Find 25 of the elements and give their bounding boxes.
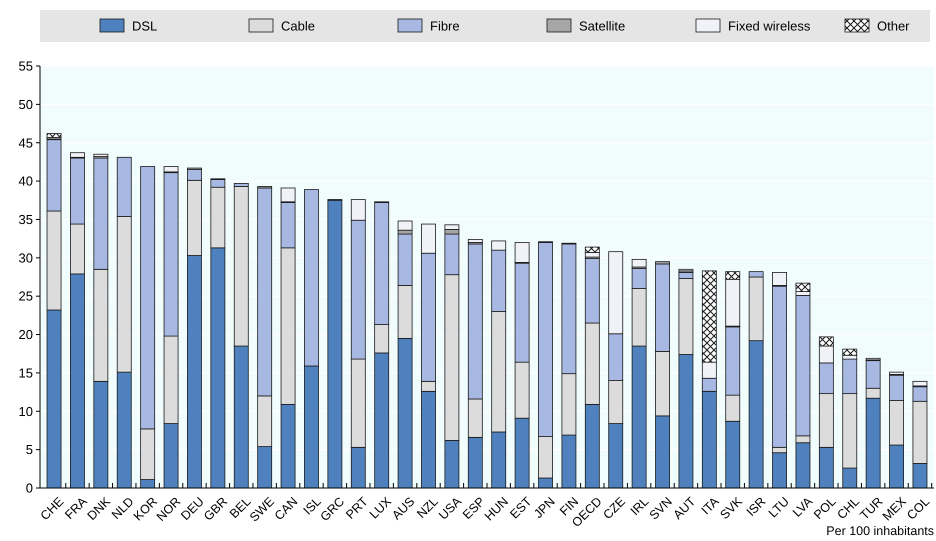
y-tick-label: 50 xyxy=(18,96,33,112)
y-tick-label: 25 xyxy=(18,288,33,304)
x-tick-label: ISR xyxy=(744,494,768,520)
text: Per 100 inhabitants xyxy=(826,524,934,538)
x-tick-label: COL xyxy=(904,494,932,522)
y-tick-label: 35 xyxy=(18,212,33,228)
y-tick-label: 40 xyxy=(18,174,33,189)
y-tick-label: 20 xyxy=(18,327,33,342)
x-tick-label: IRL xyxy=(628,494,652,518)
legend-label: Other xyxy=(877,18,910,34)
legend-label: Fibre xyxy=(430,18,460,34)
y-tick-label: 45 xyxy=(18,135,33,150)
legend-label: Cable xyxy=(281,18,315,34)
y-tick-label: 30 xyxy=(18,250,33,266)
y-tick-label: 10 xyxy=(18,404,33,419)
x-tick-label: JPN xyxy=(531,494,558,522)
y-tick-label: 5 xyxy=(26,442,33,458)
x-tick-label: POL xyxy=(811,494,839,522)
legend-label: Satellite xyxy=(579,18,626,34)
y-tick-label: 15 xyxy=(18,365,33,380)
legend-label: Fixed wireless xyxy=(728,18,811,34)
legend-label: DSL xyxy=(132,18,158,34)
x-tick-label: LTU xyxy=(766,494,792,520)
y-tick-label: 55 xyxy=(18,58,33,74)
y-tick-label: 0 xyxy=(26,480,33,496)
